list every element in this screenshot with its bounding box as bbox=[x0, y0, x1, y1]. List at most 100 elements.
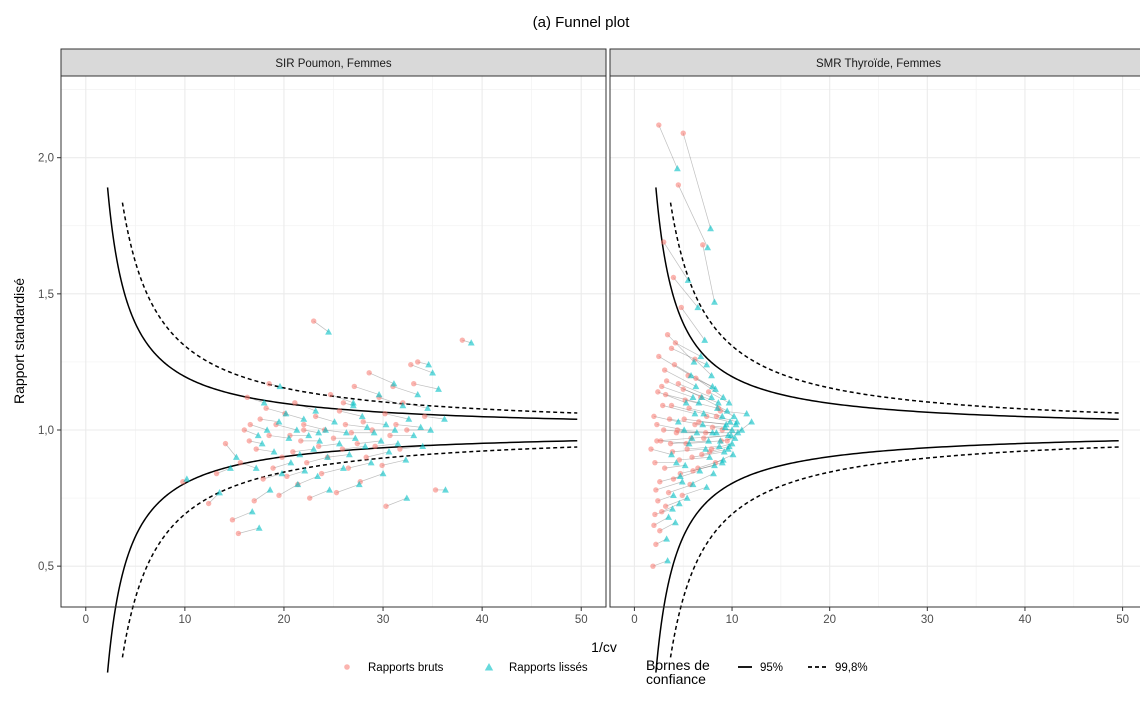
smoothed-point bbox=[709, 382, 716, 390]
raw-point bbox=[653, 541, 659, 548]
pair-link bbox=[695, 377, 724, 398]
pair-link bbox=[665, 497, 688, 507]
raw-point bbox=[205, 500, 212, 507]
smoothed-point bbox=[296, 450, 304, 458]
smoothed-point bbox=[441, 415, 448, 422]
smoothed-point bbox=[254, 431, 262, 439]
smoothed-point bbox=[700, 410, 708, 417]
smoothed-point bbox=[248, 508, 256, 515]
pair-link bbox=[375, 443, 398, 447]
x-tick-label: 30 bbox=[921, 614, 934, 626]
raw-point bbox=[657, 528, 663, 534]
strip-label-left: SIR Poumon, Femmes bbox=[275, 58, 392, 70]
smoothed-point bbox=[377, 437, 385, 444]
pair-link bbox=[247, 396, 265, 404]
smoothed-point bbox=[730, 412, 738, 420]
raw-point bbox=[310, 318, 317, 324]
raw-point bbox=[670, 274, 677, 281]
pair-link bbox=[703, 435, 729, 439]
pair-link bbox=[691, 451, 725, 458]
smoothed-point bbox=[349, 401, 357, 409]
smoothed-point bbox=[713, 404, 721, 411]
raw-point bbox=[284, 473, 290, 479]
raw-point bbox=[387, 432, 393, 439]
pair-link bbox=[330, 394, 354, 404]
raw-point bbox=[680, 386, 686, 392]
smoothed-point bbox=[673, 164, 681, 172]
legend-95-label: 95% bbox=[760, 662, 783, 674]
smoothed-point bbox=[294, 480, 302, 488]
smoothed-point bbox=[728, 426, 736, 433]
x-tick-label: 50 bbox=[1116, 614, 1129, 626]
smoothed-point bbox=[282, 410, 290, 417]
smoothed-point bbox=[706, 453, 714, 460]
pair-link bbox=[663, 241, 689, 281]
raw-point bbox=[709, 424, 716, 430]
raw-point bbox=[241, 427, 248, 433]
legend: Rapports bruts Rapports lissés Bornes de… bbox=[344, 657, 868, 687]
raw-point bbox=[654, 438, 660, 444]
pair-link bbox=[700, 397, 728, 412]
pair-link bbox=[384, 413, 409, 420]
raw-point bbox=[655, 389, 661, 395]
smoothed-point bbox=[260, 399, 268, 406]
legend-bounds-title-1: Bornes de bbox=[646, 657, 710, 673]
pair-link bbox=[321, 467, 344, 474]
x-tick-label: 10 bbox=[178, 614, 191, 626]
smoothed-point bbox=[697, 352, 705, 360]
smoothed-point bbox=[331, 418, 338, 425]
pair-link bbox=[269, 435, 289, 439]
pair-link bbox=[678, 184, 708, 248]
raw-point bbox=[675, 182, 682, 188]
pair-link bbox=[369, 372, 395, 385]
raw-point bbox=[659, 508, 665, 515]
raw-point bbox=[678, 304, 684, 311]
raw-point bbox=[670, 476, 677, 482]
raw-point bbox=[354, 440, 360, 447]
legend-raw-marker bbox=[344, 664, 350, 670]
pair-link bbox=[294, 402, 316, 412]
raw-point bbox=[661, 367, 668, 373]
raw-point bbox=[700, 242, 706, 248]
smoothed-point bbox=[361, 442, 369, 450]
smoothed-point bbox=[322, 426, 329, 433]
smoothed-point bbox=[435, 385, 442, 392]
smoothed-point bbox=[712, 385, 719, 392]
raw-point bbox=[253, 446, 259, 452]
pair-link bbox=[671, 347, 707, 365]
pair-link bbox=[263, 473, 283, 480]
smoothed-point bbox=[704, 243, 712, 251]
pair-link bbox=[664, 369, 697, 387]
raw-point bbox=[666, 416, 673, 422]
raw-points-right bbox=[648, 122, 730, 569]
pair-link bbox=[395, 424, 421, 428]
raw-point bbox=[681, 416, 687, 422]
smoothed-point bbox=[370, 429, 378, 436]
pair-link bbox=[667, 334, 695, 363]
smoothed-point bbox=[414, 391, 422, 398]
smoothed-point bbox=[687, 371, 695, 379]
pair-link bbox=[318, 443, 340, 447]
smoothed-point bbox=[690, 358, 698, 365]
smoothed-point bbox=[748, 418, 755, 425]
smoothed-point bbox=[728, 440, 736, 447]
smoothed-point bbox=[738, 426, 746, 433]
pair-link bbox=[345, 424, 368, 428]
raw-point bbox=[668, 345, 675, 352]
smoothed-point bbox=[723, 407, 731, 414]
smoothed-point bbox=[678, 478, 686, 485]
pair-link bbox=[342, 445, 366, 450]
pair-link bbox=[682, 133, 711, 229]
pair-link bbox=[675, 342, 701, 357]
smoothed-point bbox=[718, 459, 726, 466]
pair-link bbox=[392, 386, 418, 395]
smoothed-point bbox=[702, 445, 710, 452]
raw-point bbox=[653, 487, 659, 493]
pair-link bbox=[360, 473, 384, 483]
raw-point bbox=[315, 443, 322, 450]
raw-point bbox=[660, 402, 666, 409]
raw-point bbox=[675, 381, 682, 387]
y-tick-label: 2,0 bbox=[38, 153, 54, 165]
y-axis-label: Rapport standardisé bbox=[11, 278, 27, 404]
smoothed-points-right bbox=[663, 164, 755, 564]
